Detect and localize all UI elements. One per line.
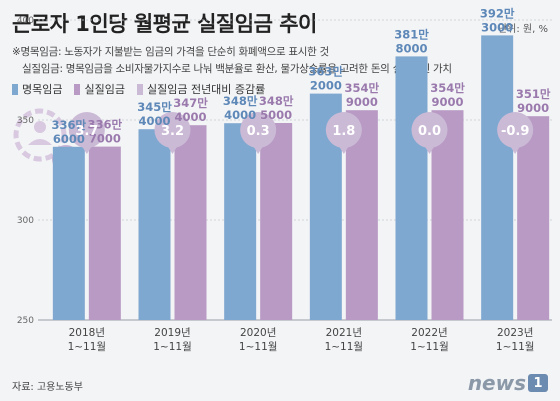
data-label-top: 348만 bbox=[259, 94, 294, 108]
y-tick-label: 350 bbox=[17, 116, 34, 126]
bar-nominal bbox=[224, 123, 257, 320]
data-label-bottom: 3000 bbox=[481, 20, 513, 34]
logo-text: news bbox=[467, 371, 526, 395]
x-tick-label: 2022년 bbox=[411, 327, 447, 339]
growth-value: 0.0 bbox=[418, 124, 441, 139]
x-tick-label: 2021년 bbox=[326, 327, 362, 339]
data-label-top: 345만 bbox=[137, 100, 172, 114]
growth-bubble-pointer bbox=[424, 146, 435, 154]
data-label-bottom: 6000 bbox=[53, 132, 85, 146]
x-tick-label: 2019년 bbox=[154, 327, 190, 339]
data-label-bottom: 8000 bbox=[395, 41, 427, 55]
logo-badge: 1 bbox=[528, 374, 548, 392]
x-tick-label: 1~11월 bbox=[410, 341, 449, 353]
growth-value: 0.3 bbox=[247, 124, 270, 139]
news1-logo: news 1 bbox=[468, 371, 548, 395]
bar-nominal bbox=[481, 35, 514, 321]
growth-value: 1.8 bbox=[332, 124, 355, 139]
data-label-top: 347만 bbox=[173, 96, 208, 110]
growth-bubble bbox=[154, 112, 191, 148]
y-tick-label: 300 bbox=[17, 216, 34, 226]
data-label-bottom: 9000 bbox=[517, 101, 549, 115]
data-label-top: 351만 bbox=[516, 87, 551, 101]
data-label-top: 336만 bbox=[88, 118, 123, 132]
bar-real bbox=[517, 116, 550, 320]
legend-item-nominal: 명목임금 bbox=[12, 81, 62, 97]
legend-swatch-nominal bbox=[12, 83, 18, 95]
legend-swatch-growth bbox=[136, 83, 143, 95]
x-tick-label: 1~11월 bbox=[68, 341, 107, 353]
x-tick-label: 2023년 bbox=[497, 327, 533, 339]
data-label-bottom: 4000 bbox=[138, 114, 170, 128]
legend-item-real: 실질임금 bbox=[74, 81, 125, 97]
note-nominal: ※명목임금: 노동자가 지불받는 임금의 가격을 단순히 화폐액으로 표시한 것 bbox=[12, 46, 329, 58]
page-title: 근로자 1인당 월평균 실질임금 추이 bbox=[12, 12, 317, 36]
x-tick-label: 2018년 bbox=[69, 327, 105, 339]
source-note: 자료: 고용노동부 bbox=[12, 382, 83, 393]
data-label-bottom: 2000 bbox=[310, 79, 342, 93]
growth-bubble bbox=[497, 112, 534, 148]
data-label-bottom: 7000 bbox=[89, 132, 121, 146]
y-tick-label: 250 bbox=[17, 316, 34, 326]
growth-value: 3.7 bbox=[75, 124, 98, 139]
bar-real bbox=[88, 146, 121, 320]
growth-value: 3.2 bbox=[161, 124, 184, 139]
legend: 명목임금 실질임금 실질임금 전년대비 증감률 bbox=[12, 81, 265, 97]
growth-bubble-pointer bbox=[253, 146, 264, 154]
x-tick-label: 1~11월 bbox=[325, 341, 364, 353]
data-label-bottom: 9000 bbox=[346, 95, 378, 109]
bar-nominal bbox=[52, 146, 85, 320]
legend-swatch-real bbox=[74, 83, 81, 95]
growth-bubble bbox=[411, 112, 448, 148]
data-label-bottom: 9000 bbox=[431, 95, 463, 109]
bar-real bbox=[174, 125, 207, 320]
growth-bubble-pointer bbox=[167, 146, 178, 154]
x-tick-label: 1~11월 bbox=[496, 341, 535, 353]
data-label-bottom: 5000 bbox=[260, 108, 292, 122]
data-label-top: 354만 bbox=[345, 81, 380, 95]
growth-bubble-pointer bbox=[81, 146, 92, 154]
data-label-top: 348만 bbox=[223, 94, 258, 108]
legend-label-real: 실질임금 bbox=[84, 83, 125, 96]
data-label-bottom: 4000 bbox=[224, 108, 256, 122]
growth-bubble-pointer bbox=[510, 146, 521, 154]
note-real: 실질임금: 명목임금을 소비자물가지수로 나눠 백분율로 환산, 물가상승률을 … bbox=[22, 63, 452, 75]
data-label-top: 336만 bbox=[52, 118, 87, 132]
growth-bubble bbox=[68, 112, 105, 148]
y-tick-label: 400 bbox=[17, 16, 34, 26]
data-label-top: 392만 bbox=[480, 6, 515, 20]
legend-label-nominal: 명목임금 bbox=[22, 83, 63, 96]
data-label-top: 354만 bbox=[430, 81, 465, 95]
bar-nominal bbox=[395, 56, 428, 321]
legend-item-growth: 실질임금 전년대비 증감률 bbox=[136, 81, 266, 97]
data-label-top: 363만 bbox=[309, 65, 344, 79]
growth-bubble bbox=[240, 112, 277, 148]
growth-value: -0.9 bbox=[501, 124, 529, 139]
legend-label-growth: 실질임금 전년대비 증감률 bbox=[146, 83, 266, 96]
data-label-bottom: 4000 bbox=[174, 110, 206, 124]
x-tick-label: 2020년 bbox=[240, 327, 276, 339]
growth-bubble bbox=[325, 112, 362, 148]
unit-label: 단위: 원, % bbox=[497, 24, 548, 35]
x-tick-label: 1~11월 bbox=[239, 341, 278, 353]
x-tick-label: 1~11월 bbox=[153, 341, 192, 353]
growth-bubble-pointer bbox=[338, 146, 349, 154]
bar-real bbox=[260, 123, 293, 320]
data-label-top: 381만 bbox=[394, 27, 429, 41]
bar-nominal bbox=[138, 129, 171, 320]
